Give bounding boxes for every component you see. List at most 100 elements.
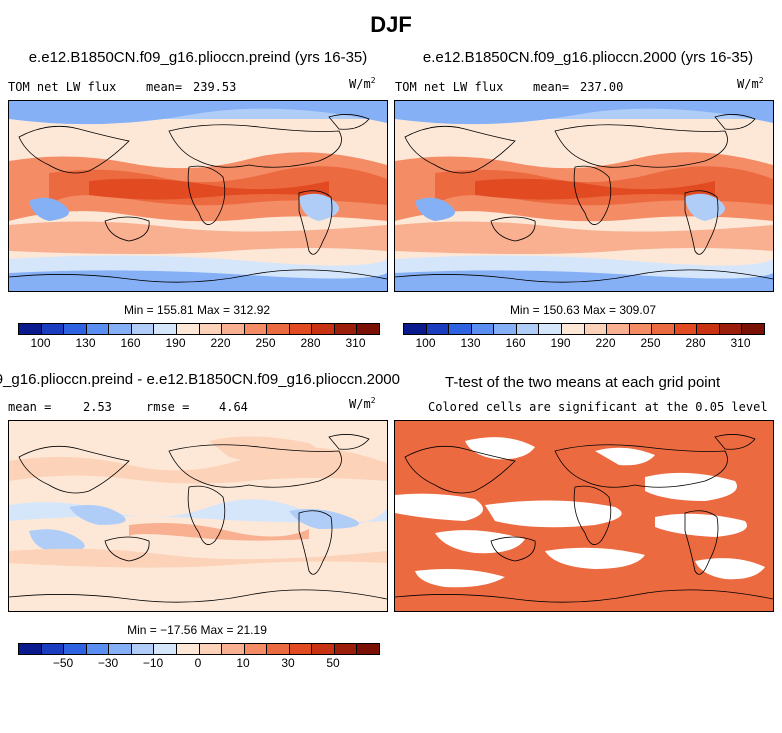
colorbar-cell (697, 324, 720, 334)
colorbar-cell (131, 324, 155, 334)
colorbar-cell (312, 324, 335, 334)
colorbar-cell (629, 324, 653, 334)
colorbar-tick-label: −50 (52, 656, 74, 670)
colorbar-cell (64, 644, 87, 654)
colorbar-tick-label: 250 (255, 336, 276, 350)
colorbar-tick-label: 250 (640, 336, 661, 350)
colorbar-cell (86, 644, 110, 654)
panel3-title: e.e12.B1850CN.f09_g16.plioccn.preind - e… (0, 371, 400, 388)
colorbar-cell (244, 324, 268, 334)
colorbar-cell (154, 324, 177, 334)
colorbar-cell (64, 324, 87, 334)
panel2-mean-label: mean= (533, 80, 570, 94)
colorbar-cell (289, 644, 313, 654)
colorbar-cell (19, 324, 42, 334)
panel3-map-svg (9, 421, 387, 611)
panel3-map (8, 420, 388, 612)
colorbar-cell (267, 644, 290, 654)
colorbar-tick-label: 280 (300, 336, 321, 350)
panel1-mean-value: 239.53 (193, 80, 237, 94)
colorbar-tick-label: 310 (345, 336, 366, 350)
colorbar-cell (719, 324, 743, 334)
colorbar-cell (131, 644, 155, 654)
colorbar-cell (109, 324, 132, 334)
panel2-mean-value: 237.00 (580, 80, 624, 94)
page-title: DJF (370, 12, 412, 37)
colorbar-tick-label: 130 (460, 336, 481, 350)
panel1-mean-label: mean= (146, 80, 183, 94)
panel3-rmse-label: rmse = (146, 400, 190, 414)
colorbar-cell (199, 644, 223, 654)
panel1-colorbar-ticks: 100 130 160 190 220 250 280 310 (18, 336, 378, 352)
panel2-title: e.e12.B1850CN.f09_g16.plioccn.2000 (yrs … (422, 49, 754, 66)
colorbar-cell (176, 324, 200, 334)
colorbar-cell (19, 644, 42, 654)
colorbar-cell (334, 324, 358, 334)
colorbar-cell (584, 324, 608, 334)
colorbar-tick-label: 10 (236, 656, 250, 670)
panel3-units: W/m2 (349, 396, 376, 411)
colorbar-cell (426, 324, 450, 334)
colorbar-cell (494, 324, 517, 334)
colorbar-tick-label: 160 (505, 336, 526, 350)
colorbar-tick-label: −10 (142, 656, 164, 670)
panel4-subtitle: Colored cells are significant at the 0.0… (428, 400, 768, 414)
colorbar-tick-label: 220 (595, 336, 616, 350)
colorbar-cell (334, 644, 358, 654)
colorbar-tick-label: 280 (685, 336, 706, 350)
colorbar-cell (357, 644, 379, 654)
colorbar-tick-label: 30 (281, 656, 295, 670)
colorbar-cell (539, 324, 562, 334)
panel2-colorbar (403, 323, 765, 335)
panel2-map (394, 100, 774, 292)
colorbar-tick-label: 50 (326, 656, 340, 670)
panel1-map-svg (9, 101, 387, 291)
panel1-map (8, 100, 388, 292)
colorbar-tick-label: 310 (730, 336, 751, 350)
panel1-title: e.e12.B1850CN.f09_g16.plioccn.preind (yr… (28, 49, 368, 66)
panel3-title-clip: e.e12.B1850CN.f09_g16.plioccn.preind - e… (0, 371, 400, 388)
colorbar-cell (449, 324, 472, 334)
panel1-minmax: Min = 155.81 Max = 312.92 (123, 303, 271, 317)
colorbar-cell (312, 644, 335, 654)
panel1-colorbar (18, 323, 380, 335)
colorbar-cell (742, 324, 764, 334)
panel3-mean-value: 2.53 (83, 400, 112, 414)
colorbar-cell (109, 644, 132, 654)
colorbar-cell (244, 644, 268, 654)
panel2-units: W/m2 (737, 76, 764, 91)
colorbar-tick-label: 100 (30, 336, 51, 350)
panel3-colorbar-ticks: −50 −30 −10 0 10 30 50 (18, 656, 378, 672)
panel1-units: W/m2 (349, 76, 376, 91)
panel4-map (394, 420, 774, 612)
colorbar-tick-label: 190 (165, 336, 186, 350)
colorbar-cell (199, 324, 223, 334)
colorbar-cell (471, 324, 495, 334)
colorbar-tick-label: 0 (194, 656, 202, 670)
colorbar-tick-label: 160 (120, 336, 141, 350)
panel3-rmse-value: 4.64 (219, 400, 248, 414)
colorbar-cell (267, 324, 290, 334)
panel4-map-svg (395, 421, 773, 611)
colorbar-cell (652, 324, 675, 334)
colorbar-cell (222, 324, 245, 334)
colorbar-cell (86, 324, 110, 334)
colorbar-tick-label: −30 (97, 656, 119, 670)
colorbar-tick-label: 100 (415, 336, 436, 350)
colorbar-tick-label: 130 (75, 336, 96, 350)
panel2-map-svg (395, 101, 773, 291)
colorbar-cell (176, 644, 200, 654)
colorbar-cell (154, 644, 177, 654)
panel1-variable: TOM net LW flux (8, 80, 117, 94)
colorbar-cell (222, 644, 245, 654)
panel2-variable: TOM net LW flux (395, 80, 504, 94)
panel2-colorbar-ticks: 100 130 160 190 220 250 280 310 (403, 336, 763, 352)
panel2-minmax: Min = 150.63 Max = 309.07 (509, 303, 657, 317)
colorbar-tick-label: 220 (210, 336, 231, 350)
colorbar-cell (357, 324, 379, 334)
colorbar-tick-label: 190 (550, 336, 571, 350)
colorbar-cell (561, 324, 585, 334)
panel4-title: T-test of the two means at each grid poi… (445, 374, 721, 391)
colorbar-cell (607, 324, 630, 334)
colorbar-cell (404, 324, 427, 334)
